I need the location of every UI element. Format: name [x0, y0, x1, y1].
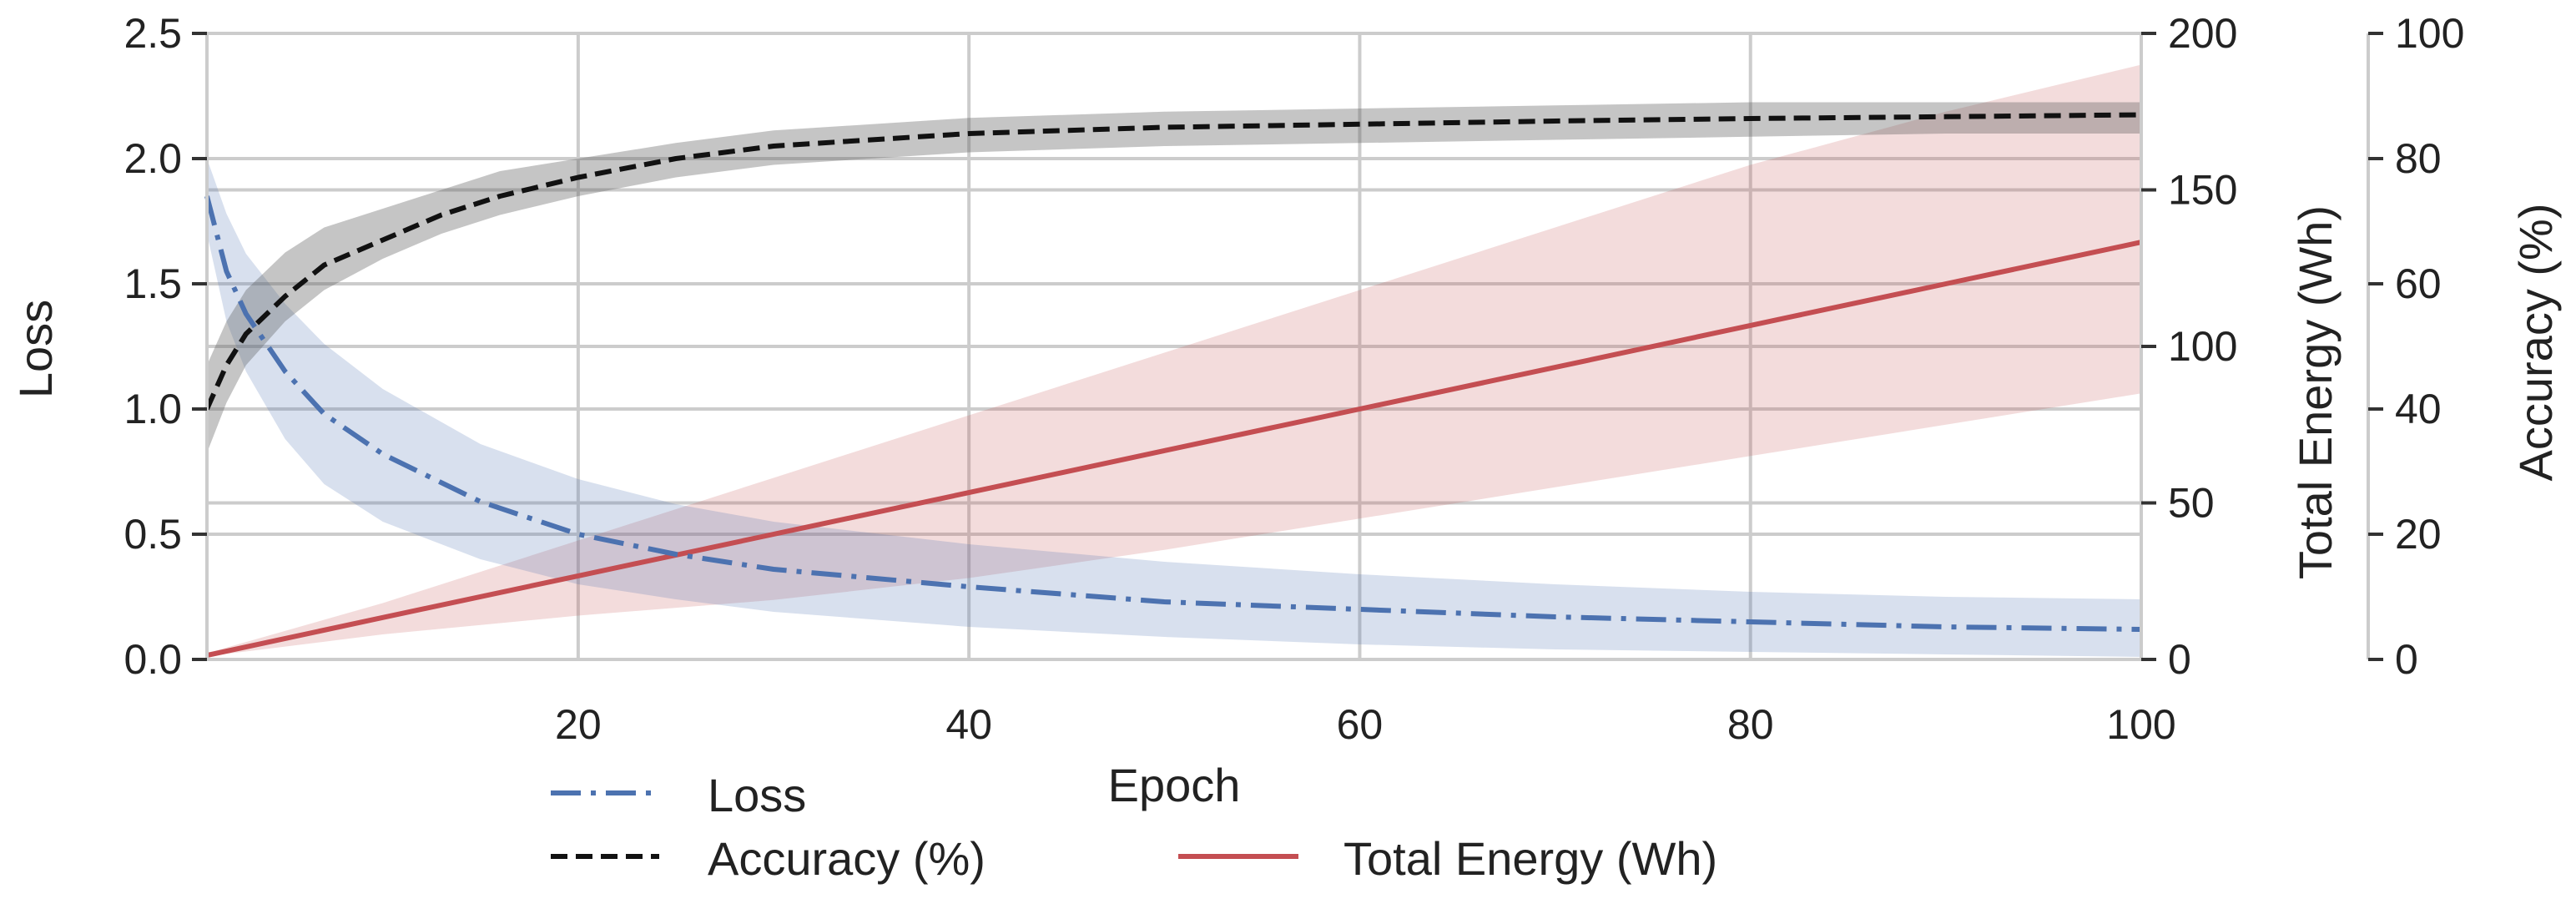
loss-tick-label: 2.0: [124, 135, 182, 182]
accuracy-tick-label: 40: [2395, 386, 2442, 432]
line-loss: [204, 195, 2142, 632]
accuracy-tick-label: 20: [2395, 511, 2442, 558]
loss-tick-label: 1.0: [124, 386, 182, 432]
accuracy-tick-label: 60: [2395, 260, 2442, 307]
legend-label-energy: Total Energy (Wh): [1343, 832, 1717, 885]
line-accuracy: [204, 112, 2142, 411]
loss-tick-label: 0.0: [124, 636, 182, 683]
band-loss: [207, 159, 2141, 657]
accuracy-tick-label: 100: [2395, 10, 2464, 57]
x-tick-label: 40: [945, 701, 992, 748]
loss-axis-title: Loss: [9, 300, 62, 398]
x-tick-label: 20: [555, 701, 602, 748]
legend-label-loss: Loss: [708, 769, 806, 821]
loss-tick-label: 2.5: [124, 10, 182, 57]
tick-labels: 20 40 60 80 100 0.0 0.5 1.0 1.5 2.0 2.5 0 50 100 150 20…: [124, 10, 2464, 748]
energy-tick-label: 50: [2168, 480, 2215, 527]
accuracy-axis-title: Accuracy (%): [2509, 204, 2562, 482]
legend: Loss Accuracy (%) Total Energy (Wh): [551, 769, 1717, 885]
loss-tick-label: 0.5: [124, 511, 182, 558]
loss-tick-label: 1.5: [124, 260, 182, 307]
energy-axis-title: Total Energy (Wh): [2289, 205, 2342, 579]
x-axis-title: Epoch: [1108, 759, 1241, 811]
accuracy-tick-label: 80: [2395, 135, 2442, 182]
accuracy-tick-label: 0: [2395, 636, 2418, 683]
energy-tick-label: 200: [2168, 10, 2237, 57]
legend-label-accuracy: Accuracy (%): [708, 832, 986, 885]
x-tick-label: 60: [1337, 701, 1384, 748]
axes: [192, 32, 2383, 661]
line-total-energy-wh: [206, 240, 2142, 659]
energy-tick-label: 150: [2168, 167, 2237, 214]
energy-tick-label: 0: [2168, 636, 2191, 683]
energy-tick-label: 100: [2168, 323, 2237, 370]
series-lines: [204, 112, 2142, 659]
confidence-bands: [207, 64, 2141, 657]
x-tick-label: 100: [2106, 701, 2175, 748]
x-tick-label: 80: [1727, 701, 1774, 748]
band-total-energy-wh: [207, 64, 2141, 657]
